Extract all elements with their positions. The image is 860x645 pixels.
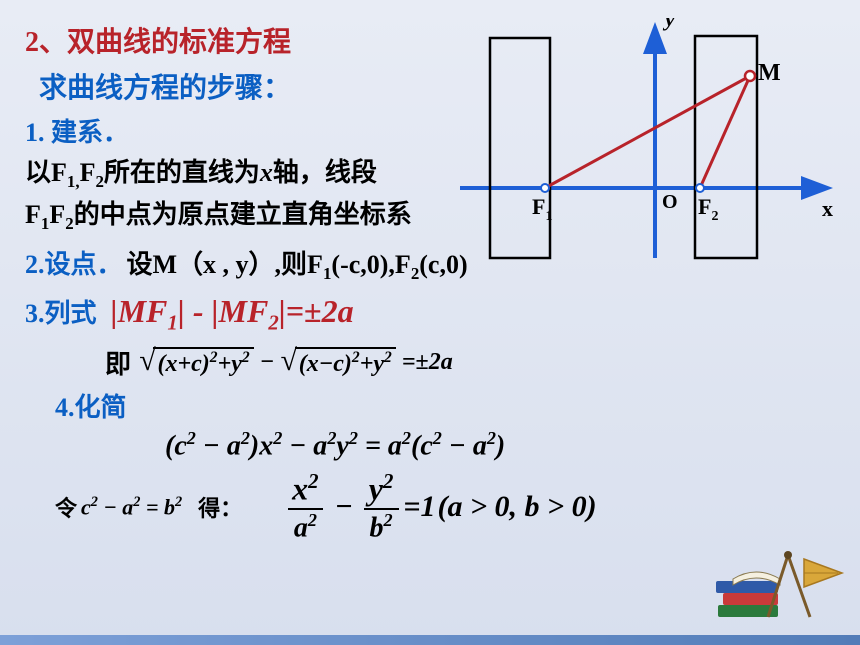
txt: +y [360,351,384,377]
step3-label: 3.列式 [25,299,97,328]
svg-text:y: y [662,18,675,31]
final-equation: x2 a2 − y2 b2 =1 (a > 0, b > 0) [282,470,596,544]
txt: (x−c) [299,351,352,377]
de-label: 得： [198,491,242,523]
txt: =1 [403,490,435,524]
books-decoration-icon [708,537,848,637]
txt: +y [218,351,242,377]
txt: F [80,158,96,187]
step-4-row: 4.化简 [25,387,835,424]
svg-text:x: x [822,196,833,221]
sqrt-1: √ (x+c)2+y2 [139,347,254,378]
hyperbola-diagram: y x O F1 F2 M [440,18,840,278]
txt: (x+c) [157,351,209,377]
txt: y [369,471,383,507]
txt: |=±2 [279,293,338,329]
step1-label: 1. 建系． [25,118,129,147]
step2-label: 2.设点． [25,250,123,279]
txt: F [49,200,65,229]
txt: 设M（x , y）,则F [127,250,323,279]
svg-text:M: M [758,60,781,86]
step4-label: 4.化简 [55,393,127,422]
equation-sqrt: 即 √ (x+c)2+y2 − √ (x−c)2+y2 =±2a [105,344,835,381]
txt: 所在的直线为 [104,158,260,187]
txt: |MF [111,293,168,329]
footer-bar [0,635,860,645]
txt: 以F [25,158,67,187]
txt: b [370,512,384,543]
txt: 轴，线段 [273,158,377,187]
step2-body: 设M（x , y）,则F1(-c,0),F2(c,0) [127,250,468,279]
txt: 的中点为原点建立直角坐标系 [74,200,412,229]
txt: x [292,471,308,507]
sqrt-2: √ (x−c)2+y2 [280,347,396,378]
txt: x [260,158,273,187]
label-ji: 即 [105,344,131,381]
let-label: 令 [55,491,77,523]
substitution-row: 令 c2 − a2 = b2 得： x2 a2 − y2 b2 =1 (a > … [55,470,835,544]
condition: (a > 0, b > 0) [437,490,596,524]
txt: a [294,512,308,543]
txt: (-c,0),F [331,250,410,279]
txt: F [25,200,41,229]
fraction-2: y2 b2 [363,470,400,544]
txt: a [338,293,354,329]
equation-distance: |MF1| - |MF2|=±2a [111,293,354,329]
eq-rhs: =±2a [402,349,453,376]
txt: | - |MF [178,293,269,329]
slide: 2、双曲线的标准方程 求曲线方程的步骤： 1. 建系． 以F1,F2所在的直线为… [0,0,860,645]
fraction-1: x2 a2 [286,470,324,544]
step-3: 3.列式 |MF1| - |MF2|=±2a [25,293,835,335]
equation-simplified: (c2 − a2)x2 − a2y2 = a2(c2 − a2) [165,428,835,462]
step1-body: 以F1,F2所在的直线为x轴，线段 F1F2的中点为原点建立直角坐标系 [25,153,465,238]
svg-text:O: O [662,191,678,213]
svg-text:F2: F2 [698,194,718,224]
